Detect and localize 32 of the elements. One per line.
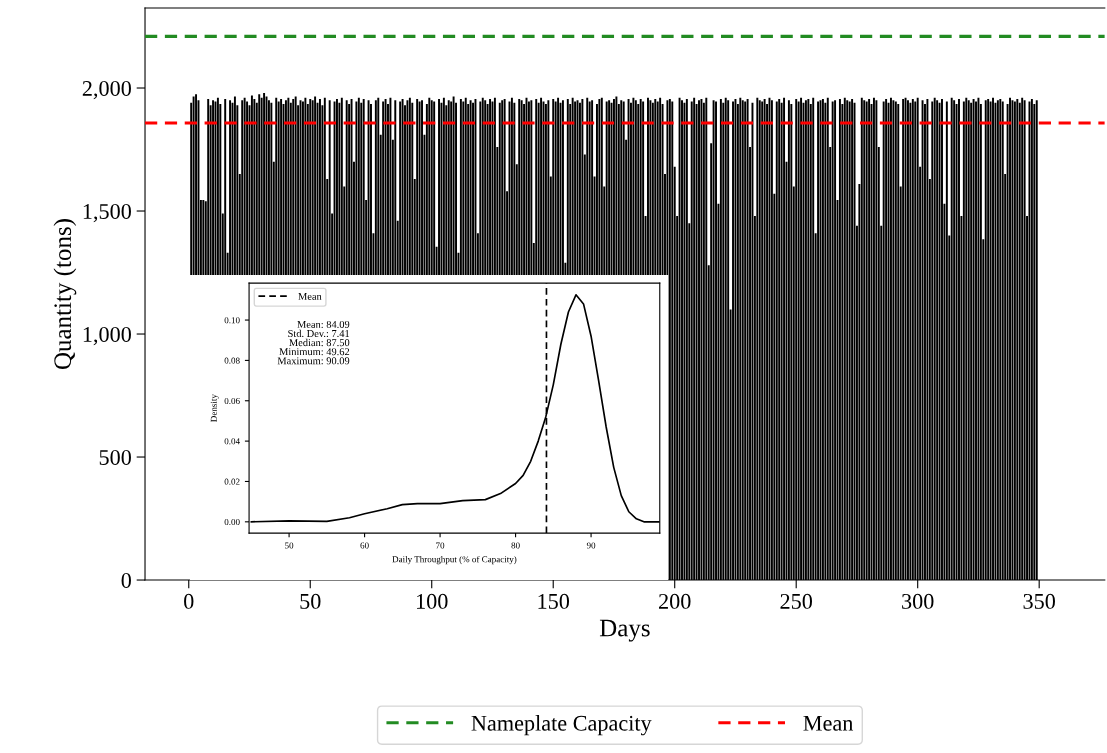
x-tick-label: 80 [511, 542, 520, 549]
y-tick-label: 0 [121, 572, 131, 588]
ref-line-label: Mean [298, 292, 322, 300]
y-tick-label: 0.02 [224, 478, 240, 485]
y-tick-label: 2,000 [82, 80, 131, 100]
x-tick-label: 60 [360, 542, 369, 549]
x-tick-label: 200 [659, 593, 691, 609]
y-tick-label: 0.06 [224, 397, 240, 405]
y-tick-label: 0.10 [224, 317, 240, 324]
legend-label: Nameplate Capacity [471, 715, 652, 736]
x-tick-label: 350 [1023, 593, 1055, 609]
x-tick-label: 90 [586, 542, 596, 549]
y-tick-label: 500 [99, 449, 131, 465]
x-axis-title: Daily Throughput (% of Capacity) [392, 555, 517, 565]
x-tick-label: 150 [538, 593, 570, 609]
y-axis-title: Density [210, 394, 219, 422]
y-tick-label: 0.04 [224, 438, 240, 445]
x-tick-label: 300 [902, 593, 934, 609]
x-axis-title: Days [599, 619, 650, 642]
annotation: Mean: 84.09 Std. Dev.: 7.41 Median: 87.50 Minimum: 49.62 Maximum: 90.09 [277, 320, 350, 365]
y-tick-label: 1,500 [83, 203, 131, 223]
y-tick-label: 1,000 [83, 326, 131, 346]
x-tick-label: 50 [285, 542, 294, 549]
y-axis-title: Quantity (tons) [53, 219, 77, 370]
x-tick-label: 0 [184, 593, 194, 609]
x-tick-label: 50 [300, 593, 321, 609]
legend-label: Mean [803, 715, 854, 731]
x-tick-label: 70 [436, 542, 445, 549]
x-tick-label: 250 [780, 593, 813, 609]
y-tick-label: 0.08 [224, 357, 240, 364]
x-tick-label: 100 [417, 593, 448, 609]
y-tick-label: 0.00 [224, 518, 240, 526]
